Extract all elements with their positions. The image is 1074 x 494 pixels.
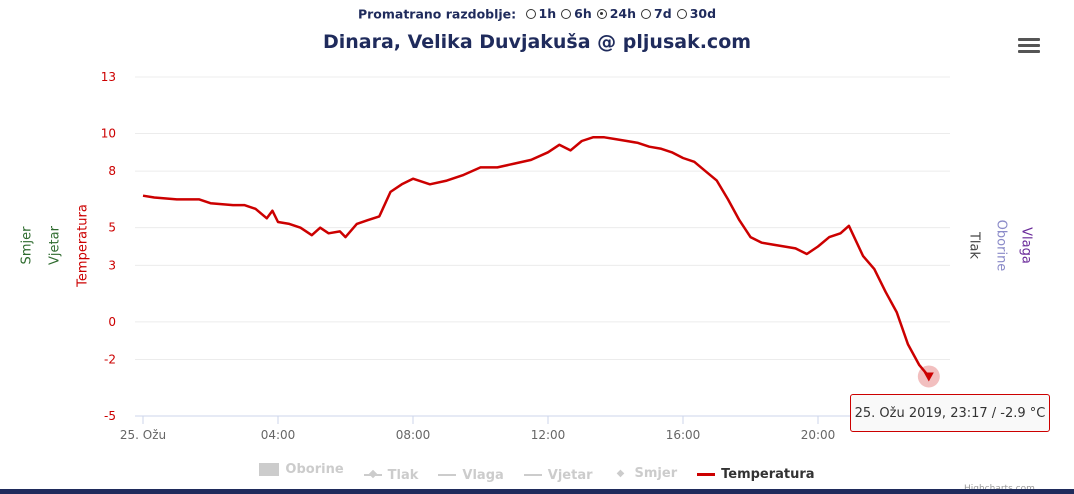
period-option-label: 1h	[538, 6, 557, 21]
period-label: Promatrano razdoblje:	[357, 6, 517, 22]
period-option-label: 24h	[609, 6, 637, 21]
period-option-label: 6h	[574, 6, 592, 21]
y-tick-label: 0	[108, 315, 116, 329]
chart-title: Dinara, Velika Duvjakuša @ pljusak.com	[322, 31, 752, 53]
hover-marker-icon	[923, 372, 934, 382]
legend-label: Smjer	[634, 466, 678, 481]
legend: Oborine Tlak Vlaga Vjetar ◆ Smjer Temperatura	[0, 462, 1074, 483]
radio-icon[interactable]	[596, 8, 607, 19]
period-option-6h[interactable]: 6h	[561, 6, 592, 21]
line-icon	[697, 473, 716, 476]
radio-icon[interactable]	[676, 8, 687, 19]
period-option-1h[interactable]: 1h	[525, 6, 557, 21]
y-tick-label: 13	[101, 70, 116, 84]
line-icon	[438, 474, 457, 476]
tooltip-text: 25. Ožu 2019, 23:17 / -2.9 °C	[854, 405, 1046, 421]
y-tick-label: 5	[108, 221, 116, 235]
x-tick-label: 16:00	[666, 428, 701, 442]
x-tick-labels: 25. Ožu 04:00 08:00 12:00 16:00 20:00	[120, 416, 835, 442]
line-diamond-icon	[363, 469, 382, 479]
y-tick-label: 8	[108, 164, 116, 178]
y-tick-label: -2	[104, 353, 116, 367]
series-line-temperatura	[142, 136, 930, 378]
tooltip: 25. Ožu 2019, 23:17 / -2.9 °C	[850, 394, 1050, 432]
legend-label: Temperatura	[721, 467, 815, 482]
period-option-label: 30d	[689, 6, 717, 21]
legend-item-smjer[interactable]: ◆ Smjer	[613, 466, 678, 481]
top-bar: Promatrano razdoblje: 1h 6h 24h 7d 30d	[0, 0, 1074, 28]
hamburger-menu-icon[interactable]	[1018, 38, 1040, 56]
x-tick-label: 08:00	[396, 428, 431, 442]
legend-label: Oborine	[285, 462, 344, 477]
diamond-icon: ◆	[616, 468, 625, 479]
legend-item-tlak[interactable]: Tlak	[363, 467, 419, 483]
period-option-24h[interactable]: 24h	[596, 6, 637, 21]
period-selector: Promatrano razdoblje: 1h 6h 24h 7d 30d	[0, 6, 1074, 22]
legend-item-vjetar[interactable]: Vjetar	[523, 467, 593, 483]
legend-label: Tlak	[387, 467, 419, 483]
series-layer	[142, 136, 940, 388]
y-tick-label: 3	[108, 258, 116, 272]
period-option-7d[interactable]: 7d	[641, 6, 672, 21]
y-tick-label: -5	[104, 409, 116, 423]
radio-icon[interactable]	[641, 8, 652, 19]
y-tick-label: 10	[101, 127, 116, 141]
legend-label: Vjetar	[547, 467, 593, 483]
radio-icon[interactable]	[561, 8, 572, 19]
square-icon	[259, 463, 280, 476]
line-icon	[523, 474, 542, 476]
x-tick-label: 25. Ožu	[120, 428, 166, 442]
y-tick-labels: 13 10 8 5 3 0 -2 -5	[101, 70, 116, 423]
x-tick-label: 04:00	[261, 428, 296, 442]
x-tick-label: 20:00	[801, 428, 836, 442]
legend-label: Vlaga	[462, 467, 504, 483]
period-option-30d[interactable]: 30d	[676, 6, 717, 21]
radio-icon[interactable]	[525, 8, 536, 19]
legend-item-temperatura[interactable]: Temperatura	[697, 467, 815, 482]
grid-lines	[135, 76, 950, 417]
legend-item-oborine[interactable]: Oborine	[259, 462, 344, 477]
footer-bar	[0, 489, 1074, 494]
period-option-label: 7d	[654, 6, 672, 21]
legend-item-vlaga[interactable]: Vlaga	[438, 467, 504, 483]
x-tick-label: 12:00	[531, 428, 566, 442]
